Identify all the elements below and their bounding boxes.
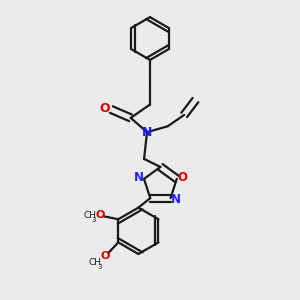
Text: CH: CH <box>83 211 96 220</box>
Text: O: O <box>100 251 110 261</box>
Text: N: N <box>171 193 181 206</box>
Text: N: N <box>142 126 152 139</box>
Text: 3: 3 <box>97 264 101 270</box>
Text: N: N <box>134 171 144 184</box>
Text: O: O <box>95 210 105 220</box>
Text: O: O <box>177 171 187 184</box>
Text: O: O <box>100 102 110 115</box>
Text: CH: CH <box>89 258 102 267</box>
Text: 3: 3 <box>92 217 96 223</box>
